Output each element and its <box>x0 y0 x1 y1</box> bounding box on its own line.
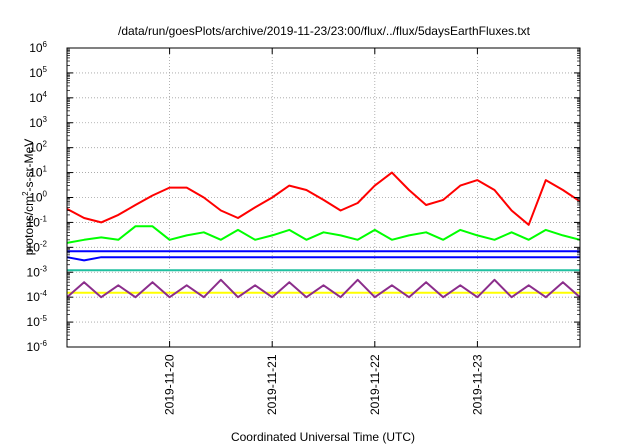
data-series <box>66 171 581 299</box>
y-axis-label: protons/cm2-s-sr-MeV <box>21 139 36 255</box>
y-tick-label: 102 <box>29 140 47 155</box>
y-tick-label: 101 <box>29 165 47 180</box>
y-tick-label: 10-1 <box>27 214 48 229</box>
y-axis-label-rest: -s-sr-MeV <box>22 139 36 192</box>
x-axis-ticks: 2019-11-20 2019-11-21 2019-11-22 2019-11-23 <box>163 48 484 415</box>
y-tick-label: 10-4 <box>27 289 48 304</box>
x-tick-label: 2019-11-20 <box>163 354 177 415</box>
series-line-1 <box>66 171 581 226</box>
series-line-7 <box>66 278 581 299</box>
y-tick-label: 103 <box>29 115 47 130</box>
y-axis-label-base: protons/cm <box>22 196 36 255</box>
grid-lines <box>67 48 580 347</box>
y-tick-label: 100 <box>29 190 47 205</box>
x-tick-label: 2019-11-22 <box>368 354 382 415</box>
y-tick-label: 10-3 <box>27 264 48 279</box>
y-tick-label: 10-5 <box>27 314 48 329</box>
y-tick-label: 105 <box>29 65 47 80</box>
y-tick-label: 106 <box>29 40 47 55</box>
x-tick-label: 2019-11-21 <box>265 354 279 415</box>
y-tick-label: 10-6 <box>27 339 48 354</box>
y-tick-label: 104 <box>29 90 47 105</box>
y-tick-label: 10-2 <box>27 239 48 254</box>
series-line-2 <box>66 225 581 244</box>
y-axis-label-exp: 2 <box>21 191 30 196</box>
series-line-3 <box>66 256 580 262</box>
y-axis-ticks: 10-6 10-5 10-4 10-3 10-2 10-1 100 101 102 103 104 1… <box>27 40 580 354</box>
x-axis-label: Coordinated Universal Time (UTC) <box>231 430 415 444</box>
chart-title: /data/run/goesPlots/archive/2019-11-23/2… <box>118 24 531 38</box>
plot-frame <box>66 47 581 348</box>
x-tick-label: 2019-11-23 <box>470 354 484 415</box>
